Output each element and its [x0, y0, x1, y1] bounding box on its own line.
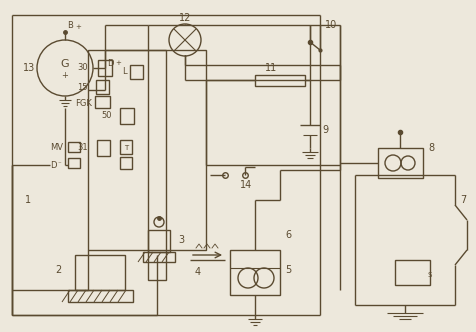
Bar	[68, 142, 80, 152]
Text: 10: 10	[324, 20, 337, 30]
Text: 9: 9	[321, 125, 327, 135]
Bar	[68, 290, 133, 302]
Text: 2: 2	[56, 265, 62, 275]
Bar	[394, 260, 429, 285]
Bar	[229, 250, 279, 295]
Text: +: +	[61, 71, 68, 80]
Text: 50: 50	[101, 112, 112, 121]
Text: FGK: FGK	[75, 99, 92, 108]
Text: 7: 7	[459, 195, 465, 205]
Bar	[148, 50, 166, 280]
Text: 31: 31	[77, 143, 88, 152]
Bar	[75, 255, 125, 290]
Bar	[96, 80, 109, 94]
Text: 30: 30	[77, 63, 88, 72]
Text: 8: 8	[427, 143, 433, 153]
Text: G: G	[60, 59, 69, 69]
Bar	[255, 75, 304, 86]
Text: +: +	[115, 60, 120, 66]
Bar	[148, 230, 169, 252]
Text: +: +	[75, 24, 81, 30]
Bar	[377, 148, 422, 178]
Text: L: L	[122, 67, 126, 76]
Text: 4: 4	[195, 267, 201, 277]
Text: 5: 5	[284, 265, 291, 275]
Text: ⁻: ⁻	[58, 161, 61, 167]
Text: 6: 6	[284, 230, 290, 240]
Text: 1: 1	[25, 195, 31, 205]
Text: S: S	[427, 272, 431, 278]
Bar	[68, 158, 80, 168]
Bar	[95, 96, 110, 108]
Text: MV: MV	[50, 143, 63, 152]
Bar	[130, 65, 143, 79]
Text: T: T	[124, 145, 128, 151]
Bar	[97, 140, 110, 156]
Text: D: D	[50, 160, 56, 170]
Text: 15: 15	[77, 82, 88, 92]
Text: 11: 11	[265, 63, 277, 73]
Bar	[120, 108, 134, 124]
Text: 12: 12	[178, 13, 191, 23]
Text: 3: 3	[178, 235, 184, 245]
Text: 14: 14	[239, 180, 252, 190]
Text: 13: 13	[23, 63, 35, 73]
Text: B: B	[67, 22, 73, 31]
Bar	[143, 252, 175, 262]
Bar	[98, 60, 112, 76]
Bar	[88, 50, 206, 250]
Bar	[120, 140, 132, 154]
Text: D: D	[107, 58, 113, 67]
Bar	[120, 157, 132, 169]
